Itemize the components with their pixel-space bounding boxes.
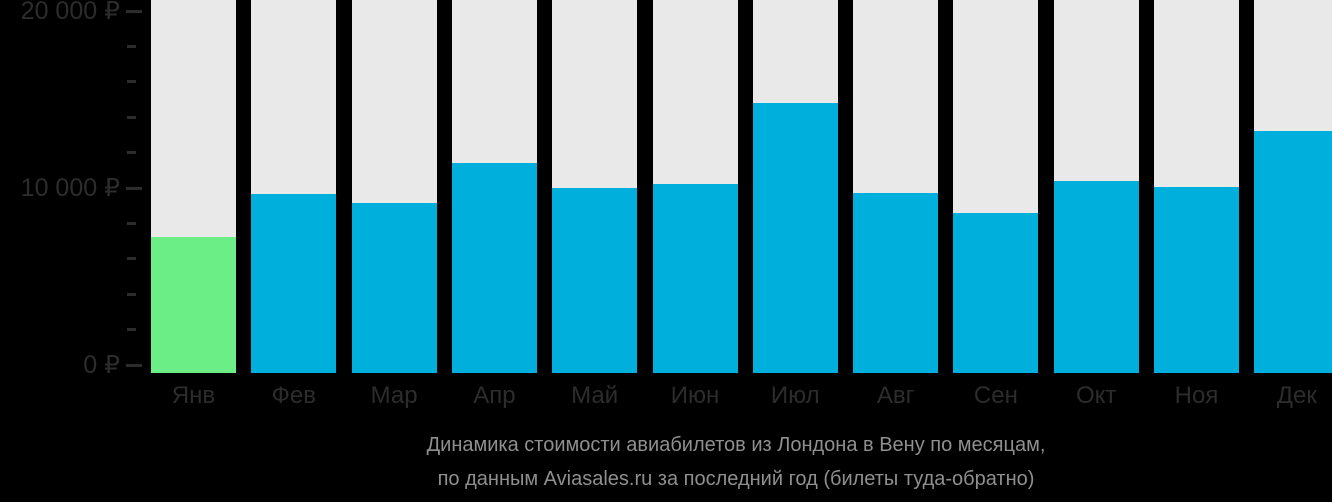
x-axis-label-jun: Июн bbox=[670, 382, 720, 409]
x-axis-label-jul: Июл bbox=[770, 382, 820, 409]
bar-jan[interactable] bbox=[151, 236, 236, 373]
y-axis-label-0: 0 ₽ bbox=[83, 351, 120, 379]
bar-sep[interactable] bbox=[953, 212, 1039, 373]
x-axis-label-oct: Окт bbox=[1075, 382, 1117, 409]
bar-aug[interactable] bbox=[853, 193, 939, 373]
y-minor-tick bbox=[127, 257, 136, 261]
x-axis-label-feb: Фев bbox=[271, 382, 316, 409]
x-axis-label-dec: Дек bbox=[1276, 382, 1317, 409]
bar-oct[interactable] bbox=[1053, 180, 1139, 373]
bar-may[interactable] bbox=[552, 188, 638, 373]
x-axis-label-may: Май bbox=[571, 382, 619, 409]
bar-nov[interactable] bbox=[1154, 186, 1239, 373]
bar-dec[interactable] bbox=[1254, 130, 1332, 373]
x-axis-label-sep: Сен bbox=[973, 382, 1018, 409]
x-axis-label-apr: Апр bbox=[473, 382, 516, 409]
y-minor-tick bbox=[127, 151, 136, 155]
y-minor-tick bbox=[127, 328, 136, 332]
y-minor-tick bbox=[127, 44, 136, 48]
chart-title-line-2: по данным Aviasales.ru за последний год … bbox=[437, 468, 1035, 490]
chart-title-line-1: Динамика стоимости авиабилетов из Лондон… bbox=[426, 434, 1046, 456]
y-minor-tick bbox=[127, 221, 136, 225]
bar-jul[interactable] bbox=[752, 102, 838, 373]
x-axis-label-aug: Авг bbox=[876, 382, 915, 409]
x-axis-label-mar: Мар bbox=[370, 382, 418, 409]
y-minor-tick bbox=[127, 80, 136, 84]
bar-feb[interactable] bbox=[251, 193, 337, 373]
bar-apr[interactable] bbox=[451, 163, 537, 373]
x-axis-label-jan: Янв bbox=[171, 382, 216, 409]
y-axis-label-20000: 20 000 ₽ bbox=[20, 0, 120, 25]
bar-mar[interactable] bbox=[351, 203, 437, 373]
y-major-tick bbox=[126, 9, 142, 13]
x-axis-label-nov: Ноя bbox=[1174, 382, 1219, 409]
y-minor-tick bbox=[127, 292, 136, 296]
y-axis-label-10000: 10 000 ₽ bbox=[20, 174, 120, 202]
y-minor-tick bbox=[127, 115, 136, 119]
y-major-tick bbox=[126, 363, 142, 367]
y-major-tick bbox=[126, 186, 142, 190]
chart-title: Динамика стоимости авиабилетов из Лондон… bbox=[140, 428, 1332, 496]
bar-jun[interactable] bbox=[652, 183, 738, 373]
